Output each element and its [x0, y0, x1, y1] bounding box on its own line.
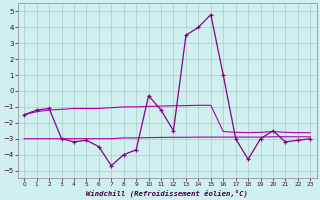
- X-axis label: Windchill (Refroidissement éolien,°C): Windchill (Refroidissement éolien,°C): [86, 189, 248, 197]
